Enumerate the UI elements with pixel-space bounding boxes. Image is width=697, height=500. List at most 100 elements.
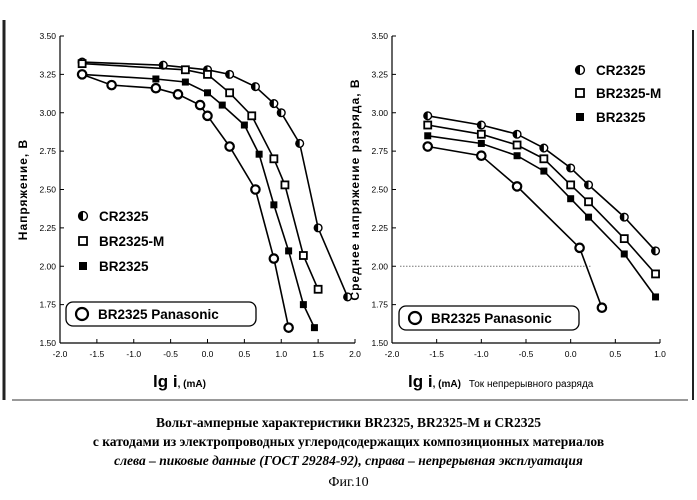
- left-legend: CR2325 BR2325-M BR2325 BR2325 Panasonic: [65, 209, 257, 327]
- right-data-point: [651, 269, 660, 279]
- left-x-tick-label: 2.0: [349, 349, 361, 359]
- left-legend-box: [65, 301, 257, 327]
- left-data-point: [204, 89, 211, 97]
- right-data-point: [476, 120, 486, 130]
- right-y-axis-title: Среднее напряжение разряда, В: [348, 78, 362, 300]
- left-data-point: [181, 78, 189, 86]
- right-legend-marker: [407, 310, 423, 326]
- left-x-tick-label: 1.5: [312, 349, 324, 359]
- right-data-point: [424, 132, 432, 140]
- left-y-tick-label: 3.50: [39, 31, 56, 41]
- right-x-tick-label: -0.5: [519, 349, 534, 359]
- left-y-tick-label: 2.50: [39, 185, 56, 195]
- right-data-point: [574, 242, 585, 254]
- left-legend-marker: [79, 262, 87, 270]
- right-y-tick-label: 3.50: [371, 31, 388, 41]
- left-data-point: [269, 98, 279, 109]
- left-series-br2325-panasonic: [76, 69, 294, 333]
- right-chart-continuous-discharge: 1.50 1.75 2.00 2.25 2.50 2.75 3.00 3.25 3.50 -2.0…: [348, 30, 694, 400]
- left-x-tick-label: 0.5: [238, 349, 250, 359]
- left-data-point: [255, 150, 263, 158]
- left-data-point: [194, 99, 206, 111]
- right-data-point: [584, 197, 593, 207]
- left-data-point: [172, 89, 184, 100]
- left-data-point: [202, 110, 213, 122]
- right-legend-label: CR2325: [596, 63, 646, 78]
- right-legend-label: BR2325 Panasonic: [431, 311, 552, 326]
- left-data-point: [240, 121, 248, 129]
- right-data-point: [539, 143, 549, 153]
- left-data-point: [295, 138, 305, 148]
- right-data-point: [476, 129, 486, 139]
- right-data-point: [476, 150, 487, 162]
- right-x-tick-label: -1.5: [429, 349, 444, 359]
- left-data-point: [106, 79, 117, 91]
- right-series-br2325: [424, 132, 660, 301]
- right-data-point: [477, 139, 485, 147]
- right-legend-box: [398, 305, 580, 331]
- left-data-point: [280, 180, 290, 190]
- left-series-line: [81, 73, 290, 328]
- right-legend-marker: [574, 64, 586, 76]
- right-y-tick-label: 2.00: [371, 261, 388, 271]
- right-data-point: [513, 152, 521, 160]
- left-legend-label: CR2325: [99, 209, 149, 224]
- left-data-point: [313, 284, 323, 294]
- right-x-tick-label: -1.0: [474, 349, 489, 359]
- right-data-point: [652, 293, 660, 301]
- right-series-line: [427, 115, 657, 252]
- left-legend-marker: [78, 236, 88, 246]
- right-data-point: [596, 302, 608, 313]
- right-x-axis-title: lg i, (mA) Ток непрерывного разряда: [408, 372, 594, 391]
- right-data-point: [539, 154, 549, 164]
- right-series-cr2325: [423, 111, 661, 256]
- right-data-point: [422, 141, 434, 152]
- left-y-tick-label: 2.25: [39, 223, 56, 233]
- left-x-tick-label: -0.5: [163, 349, 178, 359]
- left-data-point: [285, 247, 293, 255]
- left-data-point: [250, 184, 261, 195]
- left-y-tick-label: 2.00: [39, 261, 56, 271]
- left-data-point: [225, 88, 235, 98]
- left-x-tick-label: 1.0: [275, 349, 287, 359]
- left-data-point: [224, 141, 235, 152]
- right-legend: CR2325 BR2325-M BR2325 BR2325 Panasonic: [398, 63, 661, 331]
- right-legend-marker: [576, 113, 584, 121]
- right-data-point: [583, 180, 594, 190]
- right-data-point: [566, 163, 576, 173]
- left-x-tick-label: -1.5: [90, 349, 105, 359]
- left-y-tick-label: 1.50: [39, 338, 56, 348]
- right-data-point: [566, 180, 576, 190]
- left-data-point: [225, 69, 235, 79]
- right-y-tick-label: 3.25: [371, 69, 388, 79]
- right-y-tick-label: 2.25: [371, 223, 388, 233]
- right-data-point: [512, 140, 522, 150]
- left-data-point: [180, 65, 190, 75]
- right-data-point: [423, 120, 433, 130]
- right-data-point: [512, 129, 522, 139]
- right-y-tick-label: 2.50: [371, 185, 388, 195]
- left-data-point: [218, 101, 226, 109]
- left-x-axis-title: lg i, (mA): [153, 372, 206, 391]
- right-legend-label: BR2325: [596, 110, 646, 125]
- left-data-point: [276, 108, 286, 118]
- caption-line-1: Вольт-амперные характеристики BR2325, BR…: [156, 415, 541, 430]
- left-y-tick-label: 2.75: [39, 146, 56, 156]
- right-data-point: [620, 250, 628, 258]
- left-data-point: [250, 82, 260, 92]
- right-data-point: [650, 246, 661, 256]
- left-data-point: [298, 251, 308, 260]
- left-legend-label: BR2325 Panasonic: [98, 307, 219, 322]
- left-data-point: [313, 223, 323, 233]
- right-data-point: [619, 212, 629, 222]
- right-series-line: [427, 145, 603, 308]
- right-series-line: [427, 124, 657, 275]
- right-data-point: [619, 234, 629, 244]
- right-legend-label: BR2325-M: [596, 86, 661, 101]
- right-data-point: [511, 181, 523, 192]
- left-chart-peak-data: 1.50 1.75 2.00 2.25 2.50 2.75 3.00 3.25 3.50 -2.0…: [2, 20, 361, 400]
- left-legend-label: BR2325-M: [99, 234, 164, 249]
- left-data-point: [158, 60, 168, 70]
- left-data-point: [76, 69, 88, 80]
